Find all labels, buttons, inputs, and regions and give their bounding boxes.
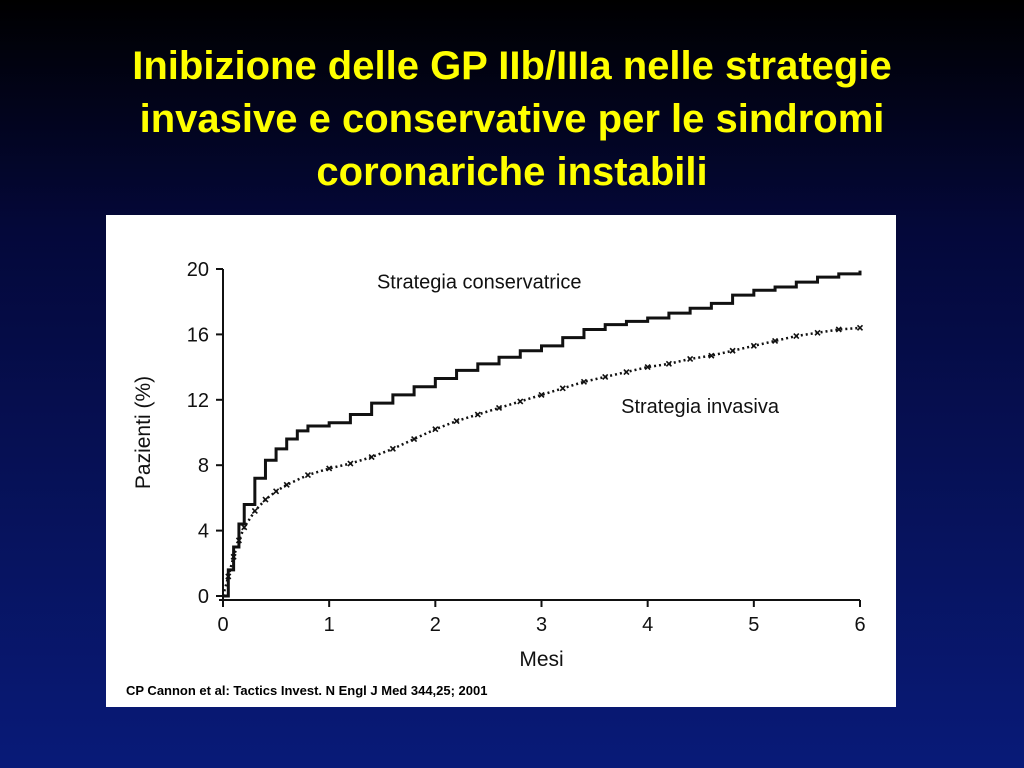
series-invasiva-point: [235, 537, 242, 544]
y-tick-label: 8: [198, 455, 209, 477]
series-invasiva-point: [389, 445, 396, 452]
series-invasiva-point: [432, 426, 439, 433]
series-invasiva-point: [453, 417, 460, 425]
series-invasiva-point: [729, 347, 736, 354]
series-invasiva-point: [665, 360, 672, 367]
slide-title: Inibizione delle GP IIb/IIIa nelle strat…: [40, 40, 984, 199]
y-tick-label: 4: [198, 521, 209, 543]
annotation-invasiva: Strategia invasiva: [621, 396, 780, 418]
series-invasiva-point: [230, 553, 237, 560]
series-invasiva-point: [835, 326, 842, 333]
x-tick-label: 3: [536, 614, 547, 636]
series-invasiva-point: [273, 488, 280, 495]
series-invasiva-point: [262, 496, 269, 503]
series-invasiva-point: [326, 465, 333, 472]
series-invasiva-point: [251, 507, 258, 515]
series-invasiva-point: [856, 324, 864, 331]
citation: CP Cannon et al: Tactics Invest. N Engl …: [126, 683, 488, 698]
series-invasiva-point: [580, 378, 588, 385]
series-invasiva-point: [304, 471, 311, 479]
series-invasiva-point: [623, 368, 630, 376]
series-invasiva-point: [602, 373, 609, 380]
series-invasiva-point: [283, 481, 290, 488]
series-invasiva-point: [225, 573, 232, 580]
series-invasiva-point: [241, 524, 248, 531]
series-invasiva-point: [517, 398, 524, 405]
y-tick-label: 20: [187, 259, 209, 281]
series-invasiva-point: [368, 453, 375, 461]
x-tick-label: 6: [854, 614, 865, 636]
series-invasiva-point: [814, 329, 821, 336]
series-invasiva-line: [221, 326, 861, 597]
series-invasiva-point: [411, 435, 418, 443]
series-conservatrice-line: [223, 270, 862, 598]
series-invasiva-point: [347, 460, 354, 467]
series-invasiva-point: [559, 385, 566, 392]
series-invasiva-point: [644, 364, 651, 371]
series-invasiva-point: [708, 352, 715, 359]
x-tick-label: 2: [430, 614, 441, 636]
title-line-1: Inibizione delle GP IIb/IIIa nelle strat…: [132, 44, 892, 88]
y-tick-label: 16: [187, 324, 209, 346]
series-invasiva-point: [474, 411, 481, 418]
series-invasiva-point: [687, 355, 694, 362]
title-line-3: coronariche instabili: [316, 150, 708, 194]
y-tick-label: 0: [198, 586, 209, 608]
y-axis-label: Pazienti (%): [132, 376, 155, 489]
series-invasiva-point: [793, 332, 800, 340]
x-tick-label: 4: [642, 614, 653, 636]
series-invasiva-point: [750, 342, 757, 349]
x-tick-label: 0: [217, 614, 228, 636]
series-invasiva-point: [772, 337, 779, 345]
figure-panel: 0 4 8 12 16 20 0 1 2 3 4 5 6 Mesi Pazienti (%) Strategi…: [106, 215, 896, 707]
annotation-conservatrice: Strategia conservatrice: [377, 272, 582, 294]
x-axis-label: Mesi: [519, 648, 563, 671]
series-invasiva-point: [495, 404, 503, 412]
series-invasiva-point: [538, 391, 545, 398]
title-line-2: invasive e conservative per le sindromi: [139, 97, 885, 141]
y-tick-label: 12: [187, 390, 209, 412]
x-tick-label: 5: [748, 614, 759, 636]
x-tick-label: 1: [324, 614, 335, 636]
